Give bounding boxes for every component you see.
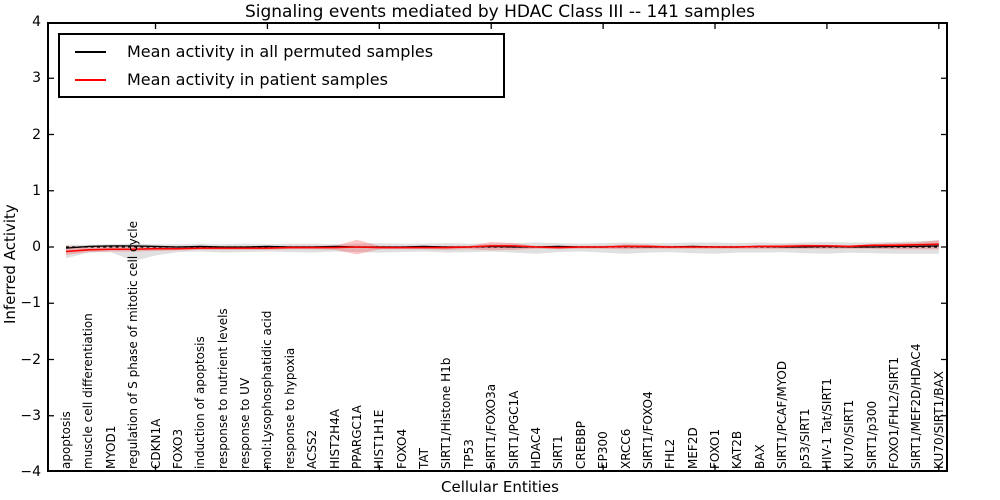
x-category-label: SIRT1/MEF2D/HDAC4 bbox=[909, 343, 924, 469]
tick-marks bbox=[49, 22, 946, 472]
x-category-label: KAT2B bbox=[730, 430, 745, 469]
x-category-label: FOXO1/FHL2/SIRT1 bbox=[887, 356, 902, 469]
chart-title: Signaling events mediated by HDAC Class … bbox=[244, 2, 756, 22]
y-tick-label: 3 bbox=[32, 70, 41, 87]
x-category-label: SIRT1/PCAF/MYOD bbox=[775, 360, 790, 469]
y-tick-label: −2 bbox=[20, 351, 41, 368]
y-tick-label: 2 bbox=[32, 126, 41, 143]
x-category-label: FHL2 bbox=[663, 438, 678, 469]
x-category-label: TAT bbox=[417, 447, 432, 469]
x-axis-label: Cellular Entities bbox=[441, 478, 559, 496]
x-category-label: EP300 bbox=[596, 431, 611, 469]
legend-label: Mean activity in all permuted samples bbox=[127, 41, 434, 61]
x-category-label: FOXO1 bbox=[708, 428, 723, 469]
legend: Mean activity in all permuted samples Mea… bbox=[58, 33, 505, 98]
y-tick-label: 4 bbox=[32, 14, 41, 30]
y-tick-label: 0 bbox=[32, 239, 41, 255]
legend-item: Mean activity in patient samples bbox=[60, 66, 503, 94]
x-category-label: mol:Lysophosphatidic acid bbox=[260, 310, 275, 469]
y-tick-label: −4 bbox=[20, 464, 41, 480]
x-category-label: FOXO3 bbox=[170, 428, 185, 469]
x-category-label: TP53 bbox=[461, 439, 476, 469]
legend-line-sample-black bbox=[75, 50, 106, 53]
x-category-label: CDKN1A bbox=[148, 418, 163, 469]
x-category-label: SIRT1/FOXO4 bbox=[640, 391, 655, 469]
x-category-label: HDAC4 bbox=[528, 426, 543, 469]
series-line-permuted bbox=[65, 245, 939, 249]
x-category-label: apoptosis bbox=[59, 411, 73, 469]
y-tick-label: −3 bbox=[20, 407, 41, 424]
x-category-label: BAX bbox=[752, 444, 767, 469]
legend-item: Mean activity in all permuted samples bbox=[60, 38, 503, 66]
y-tick-label: 1 bbox=[32, 182, 41, 199]
x-category-label: ACSS2 bbox=[305, 429, 320, 469]
axes-frame bbox=[47, 22, 948, 472]
x-category-label: SIRT1/PGC1A bbox=[506, 390, 521, 469]
x-category-label: SIRT1/Histone H1b bbox=[439, 357, 454, 469]
x-category-label: MYOD1 bbox=[103, 425, 118, 469]
x-category-label: PPARGC1A bbox=[349, 405, 364, 469]
plot-area bbox=[47, 22, 948, 472]
x-category-label: MEF2D bbox=[685, 427, 700, 469]
x-category-label: SIRT1/FOXO3a bbox=[484, 383, 499, 469]
x-category-label: SIRT1 bbox=[551, 435, 566, 469]
x-category-label: regulation of S phase of mitotic cell cy… bbox=[126, 221, 141, 469]
legend-label: Mean activity in patient samples bbox=[127, 69, 388, 89]
x-category-label: HIST2H4A bbox=[327, 408, 342, 469]
series-line-patient bbox=[65, 243, 939, 253]
x-category-label: HIV-1 Tat/SIRT1 bbox=[819, 378, 834, 469]
x-category-label: SIRT1/p300 bbox=[864, 400, 879, 469]
x-category-label: XRCC6 bbox=[618, 428, 633, 469]
x-category-label: KU70/SIRT1 bbox=[842, 399, 857, 469]
legend-line-sample-red bbox=[75, 78, 106, 81]
x-category-label: response to hypoxia bbox=[282, 347, 297, 469]
x-category-label: FOXO4 bbox=[394, 428, 409, 469]
x-category-label: KU70/SIRT1/BAX bbox=[931, 371, 946, 469]
x-category-label: p53/SIRT1 bbox=[797, 408, 812, 469]
x-category-label: HIST1H1E bbox=[372, 409, 387, 469]
band-permuted-samples-range bbox=[66, 240, 939, 262]
y-tick-label: −1 bbox=[20, 295, 41, 312]
x-category-label: induction of apoptosis bbox=[193, 336, 208, 469]
x-category-label: response to nutrient levels bbox=[215, 308, 230, 469]
x-category-label: response to UV bbox=[238, 377, 253, 469]
x-category-label: CREBBP bbox=[573, 421, 588, 469]
x-category-label: muscle cell differentiation bbox=[81, 313, 96, 469]
